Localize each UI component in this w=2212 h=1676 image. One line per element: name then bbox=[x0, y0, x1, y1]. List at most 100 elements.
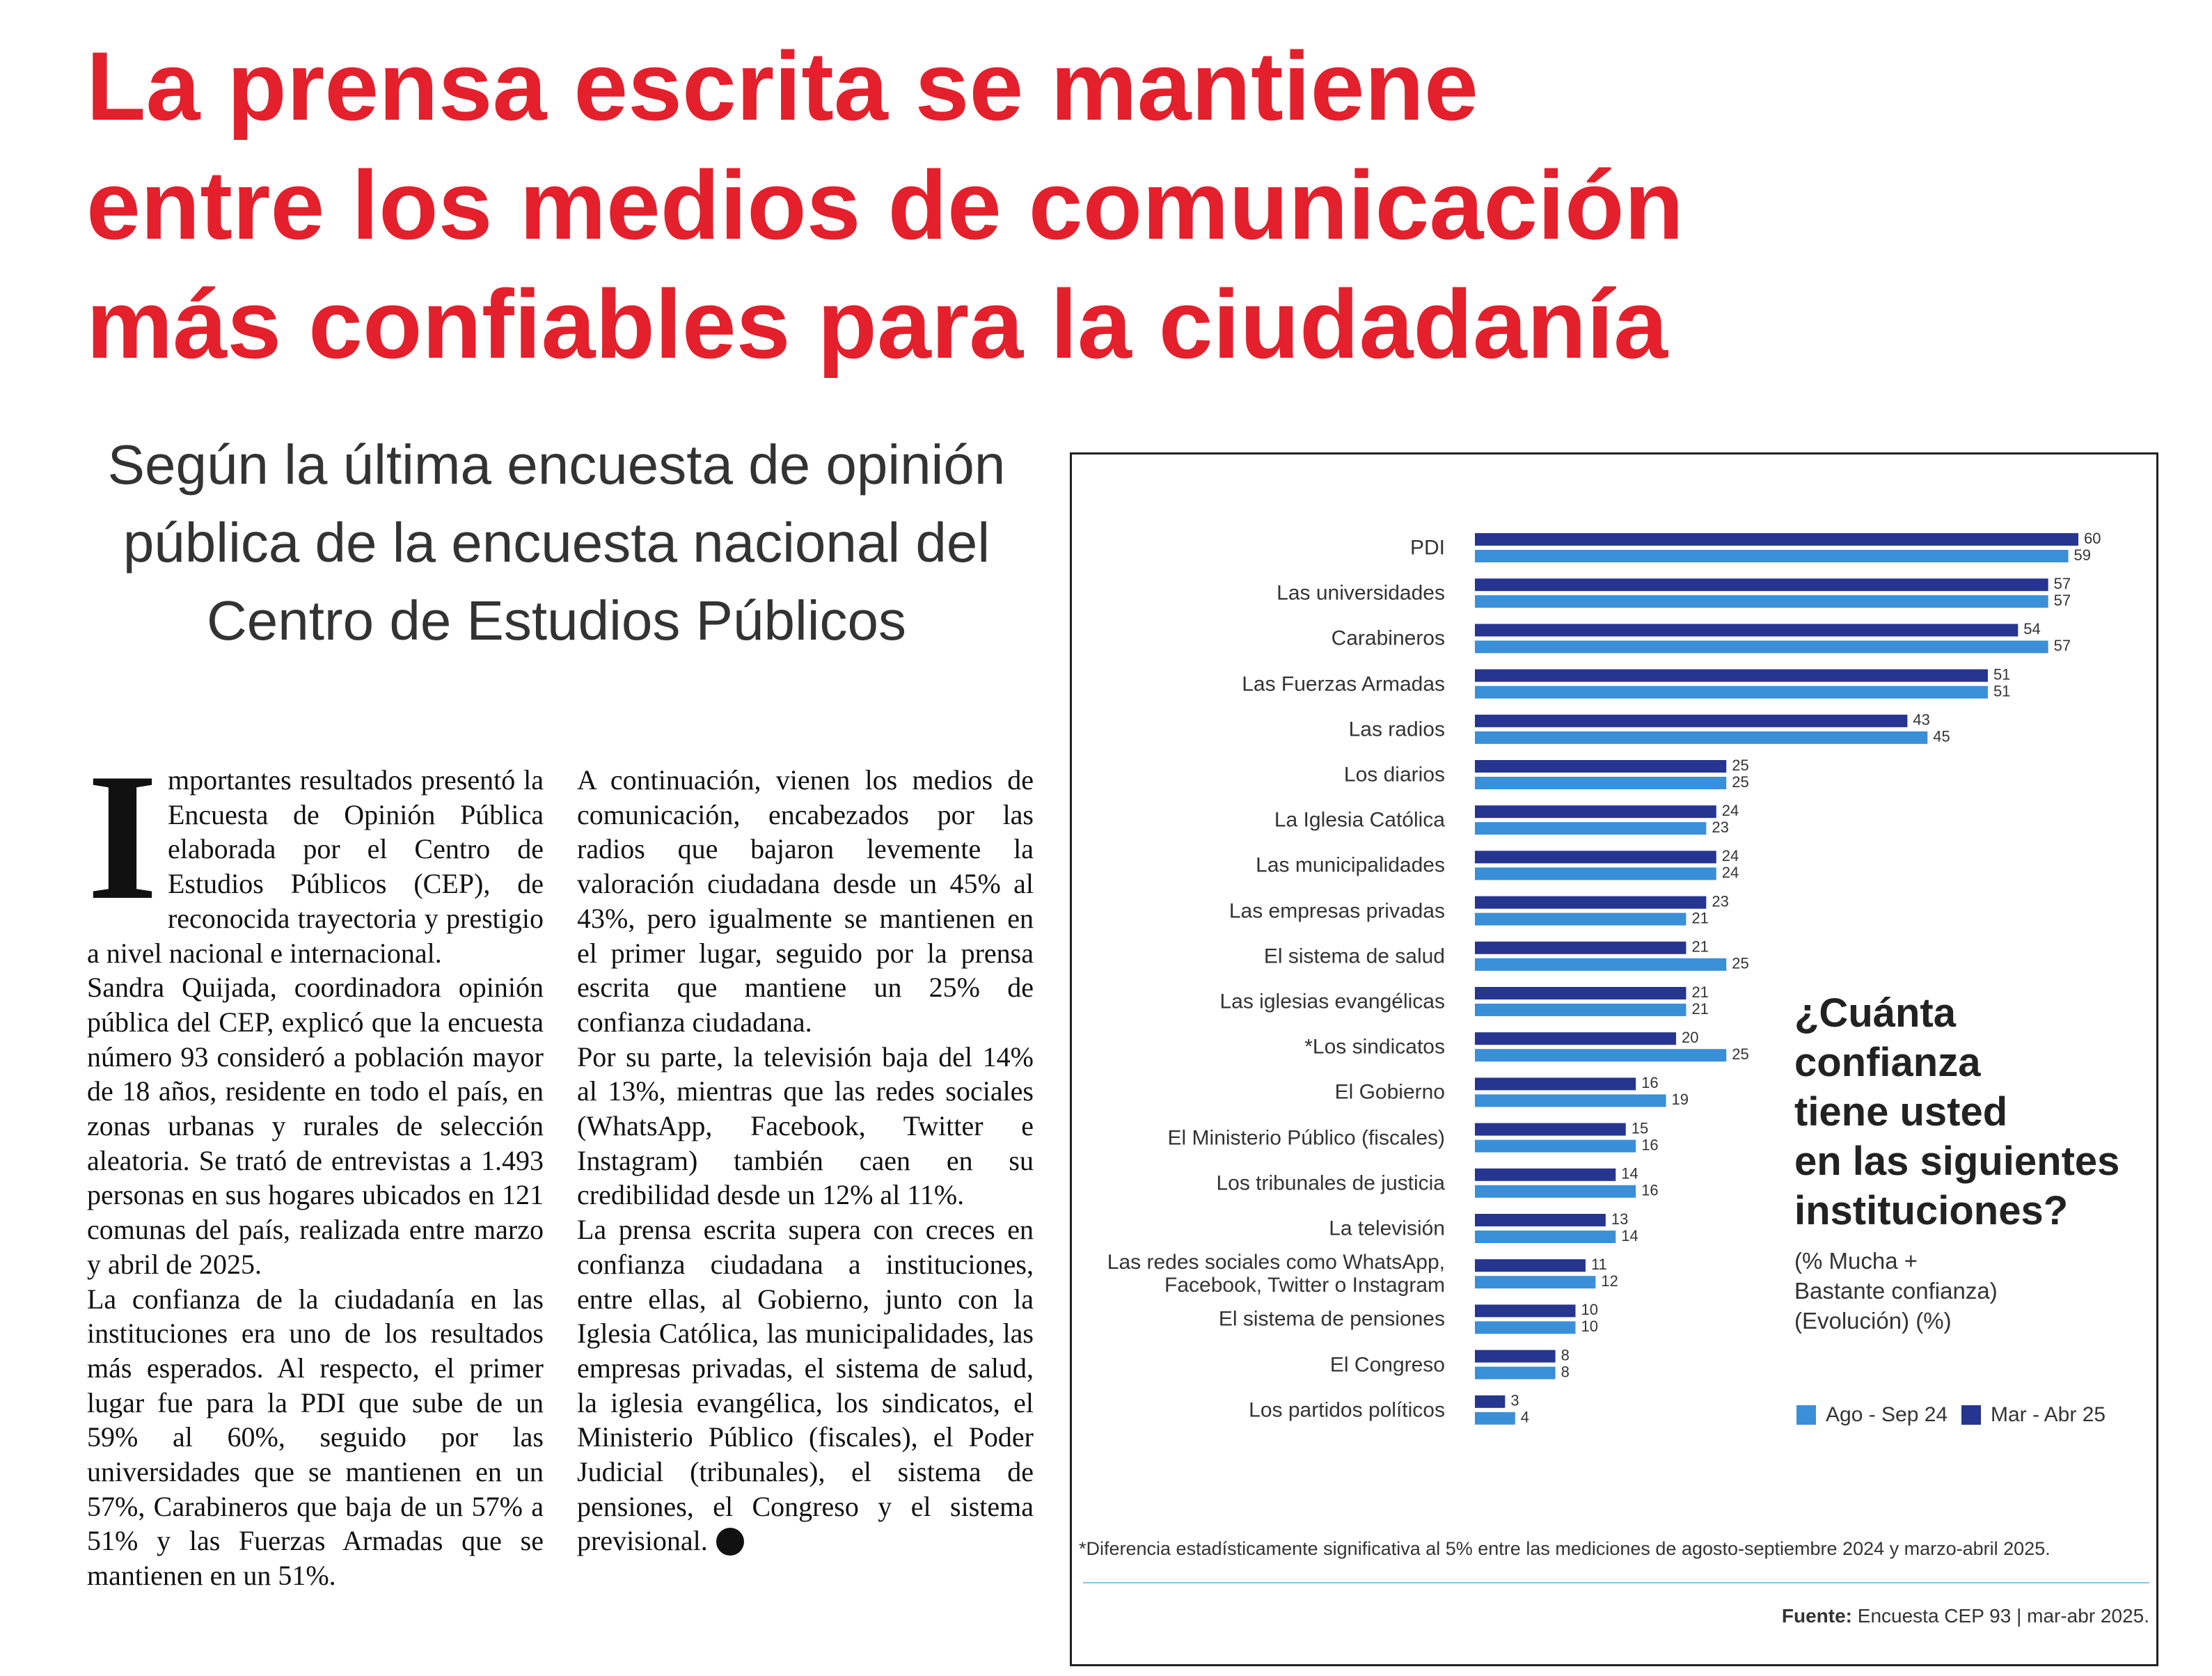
legend-label: Ago - Sep 24 bbox=[1826, 1403, 1948, 1426]
value-label: 45 bbox=[1933, 728, 1950, 745]
source: Fuente: Encuesta CEP 93 | mar-abr 2025. bbox=[1782, 1605, 2149, 1627]
value-label: 51 bbox=[1993, 682, 2010, 699]
value-label: 19 bbox=[1672, 1091, 1689, 1108]
bar bbox=[1475, 1168, 1616, 1181]
bar bbox=[1475, 1259, 1586, 1272]
headline-line: entre los medios de comunicación bbox=[86, 150, 1684, 260]
legend-swatch bbox=[1961, 1405, 1981, 1425]
category-label: Los tribunales de justicia bbox=[1216, 1171, 1445, 1195]
bar bbox=[1475, 1123, 1626, 1136]
bar bbox=[1475, 595, 2048, 608]
value-label: 8 bbox=[1561, 1346, 1570, 1363]
value-label: 10 bbox=[1581, 1301, 1598, 1318]
value-label: 59 bbox=[2074, 546, 2091, 564]
value-label: 13 bbox=[1611, 1210, 1628, 1228]
category-label: Los diarios bbox=[1343, 763, 1445, 786]
bar bbox=[1475, 1321, 1576, 1334]
bar bbox=[1475, 760, 1727, 773]
bar bbox=[1475, 1094, 1666, 1107]
bar bbox=[1475, 1412, 1515, 1425]
value-label: 21 bbox=[1691, 983, 1708, 1001]
bar bbox=[1475, 987, 1686, 999]
paragraph: Por su parte, la televisión baja del 14%… bbox=[577, 1041, 1034, 1211]
bar bbox=[1475, 1231, 1616, 1243]
bar bbox=[1475, 1004, 1686, 1016]
value-label: 57 bbox=[2054, 592, 2071, 609]
chart-subtitle: (% Mucha + Bastante confianza) (Evolució… bbox=[1794, 1248, 1998, 1334]
bar bbox=[1475, 1350, 1556, 1363]
bar bbox=[1475, 1304, 1576, 1318]
bar bbox=[1475, 731, 1928, 744]
bar bbox=[1475, 912, 1686, 926]
bar bbox=[1475, 550, 2069, 562]
source-text: Encuesta CEP 93 | mar-abr 2025. bbox=[1857, 1605, 2149, 1627]
bar bbox=[1475, 1395, 1506, 1408]
paragraph: La prensa escrita supera con creces en c… bbox=[577, 1212, 1034, 1558]
category-label: Las radios bbox=[1348, 718, 1445, 741]
bar bbox=[1475, 624, 2019, 637]
category-label: PDI bbox=[1409, 536, 1445, 560]
headline-line: más confiables para la ciudadanía bbox=[86, 269, 1668, 379]
category-label: La Iglesia Católica bbox=[1274, 808, 1445, 832]
value-label: 25 bbox=[1732, 757, 1748, 774]
bar bbox=[1475, 1049, 1727, 1062]
value-label: 51 bbox=[1993, 665, 2010, 683]
value-label: 21 bbox=[1691, 938, 1708, 956]
category-label: Las Fuerzas Armadas bbox=[1242, 672, 1445, 696]
bar bbox=[1475, 805, 1716, 819]
bar bbox=[1475, 822, 1707, 835]
value-label: 43 bbox=[1913, 711, 1929, 729]
headline: La prensa escrita se mantiene entre los m… bbox=[86, 26, 1684, 384]
bar bbox=[1475, 851, 1716, 864]
bar bbox=[1475, 958, 1727, 971]
bar bbox=[1475, 941, 1686, 954]
legend-item: Mar - Abr 25 bbox=[1961, 1403, 2106, 1427]
category-label: Las universidades bbox=[1277, 581, 1445, 605]
category-label: Las empresas privadas bbox=[1229, 899, 1445, 923]
bar bbox=[1475, 867, 1716, 880]
bar bbox=[1475, 533, 2078, 546]
bar bbox=[1475, 1185, 1636, 1198]
paragraph: A continuación, vienen los medios de com… bbox=[577, 764, 1034, 1038]
bar bbox=[1475, 777, 1727, 789]
value-label: 25 bbox=[1732, 1045, 1748, 1063]
value-label: 57 bbox=[2054, 575, 2071, 592]
chart-title: ¿Cuánta confianza tiene usted en las sig… bbox=[1794, 990, 2120, 1233]
paragraph: La confianza de la ciudadanía en las ins… bbox=[87, 1283, 544, 1592]
legend-label: Mar - Abr 25 bbox=[1991, 1403, 2106, 1426]
bar bbox=[1475, 896, 1707, 909]
value-label: 24 bbox=[1722, 847, 1739, 864]
value-label: 14 bbox=[1621, 1227, 1638, 1244]
article: Importantes resultados presentó la Encue… bbox=[87, 763, 1034, 1673]
value-label: 25 bbox=[1732, 773, 1748, 791]
footnote: *Diferencia estadísticamente significati… bbox=[1079, 1538, 2051, 1559]
legend-item: Ago - Sep 24 bbox=[1796, 1403, 1948, 1427]
value-label: 25 bbox=[1732, 955, 1748, 972]
bar bbox=[1475, 1139, 1636, 1153]
category-label: El sistema de pensiones bbox=[1218, 1307, 1445, 1331]
value-label: 12 bbox=[1601, 1272, 1618, 1290]
category-label: El sistema de salud bbox=[1263, 944, 1445, 968]
value-label: 54 bbox=[2023, 620, 2040, 638]
bar bbox=[1475, 686, 1988, 699]
category-label: La televisión bbox=[1329, 1217, 1445, 1240]
value-label: 15 bbox=[1632, 1119, 1648, 1137]
legend-swatch bbox=[1796, 1405, 1816, 1425]
value-label: 20 bbox=[1682, 1029, 1698, 1046]
value-label: 57 bbox=[2054, 637, 2071, 654]
value-label: 23 bbox=[1712, 819, 1728, 836]
bar bbox=[1475, 578, 2048, 592]
value-label: 3 bbox=[1510, 1392, 1519, 1409]
category-label: Las iglesias evangélicas bbox=[1219, 990, 1445, 1013]
value-label: 10 bbox=[1581, 1318, 1598, 1335]
paragraph: Sandra Quijada, coordinadora opinión púb… bbox=[87, 972, 544, 1280]
rule bbox=[1083, 1582, 2149, 1583]
bar bbox=[1475, 1077, 1636, 1091]
subtitle: Según la última encuesta de opinión públ… bbox=[107, 434, 1006, 651]
value-label: 14 bbox=[1621, 1165, 1638, 1183]
value-label: 24 bbox=[1722, 864, 1739, 881]
category-label: *Los sindicatos bbox=[1304, 1035, 1445, 1059]
category-label: Los partidos políticos bbox=[1249, 1398, 1445, 1422]
bar bbox=[1475, 1214, 1606, 1226]
